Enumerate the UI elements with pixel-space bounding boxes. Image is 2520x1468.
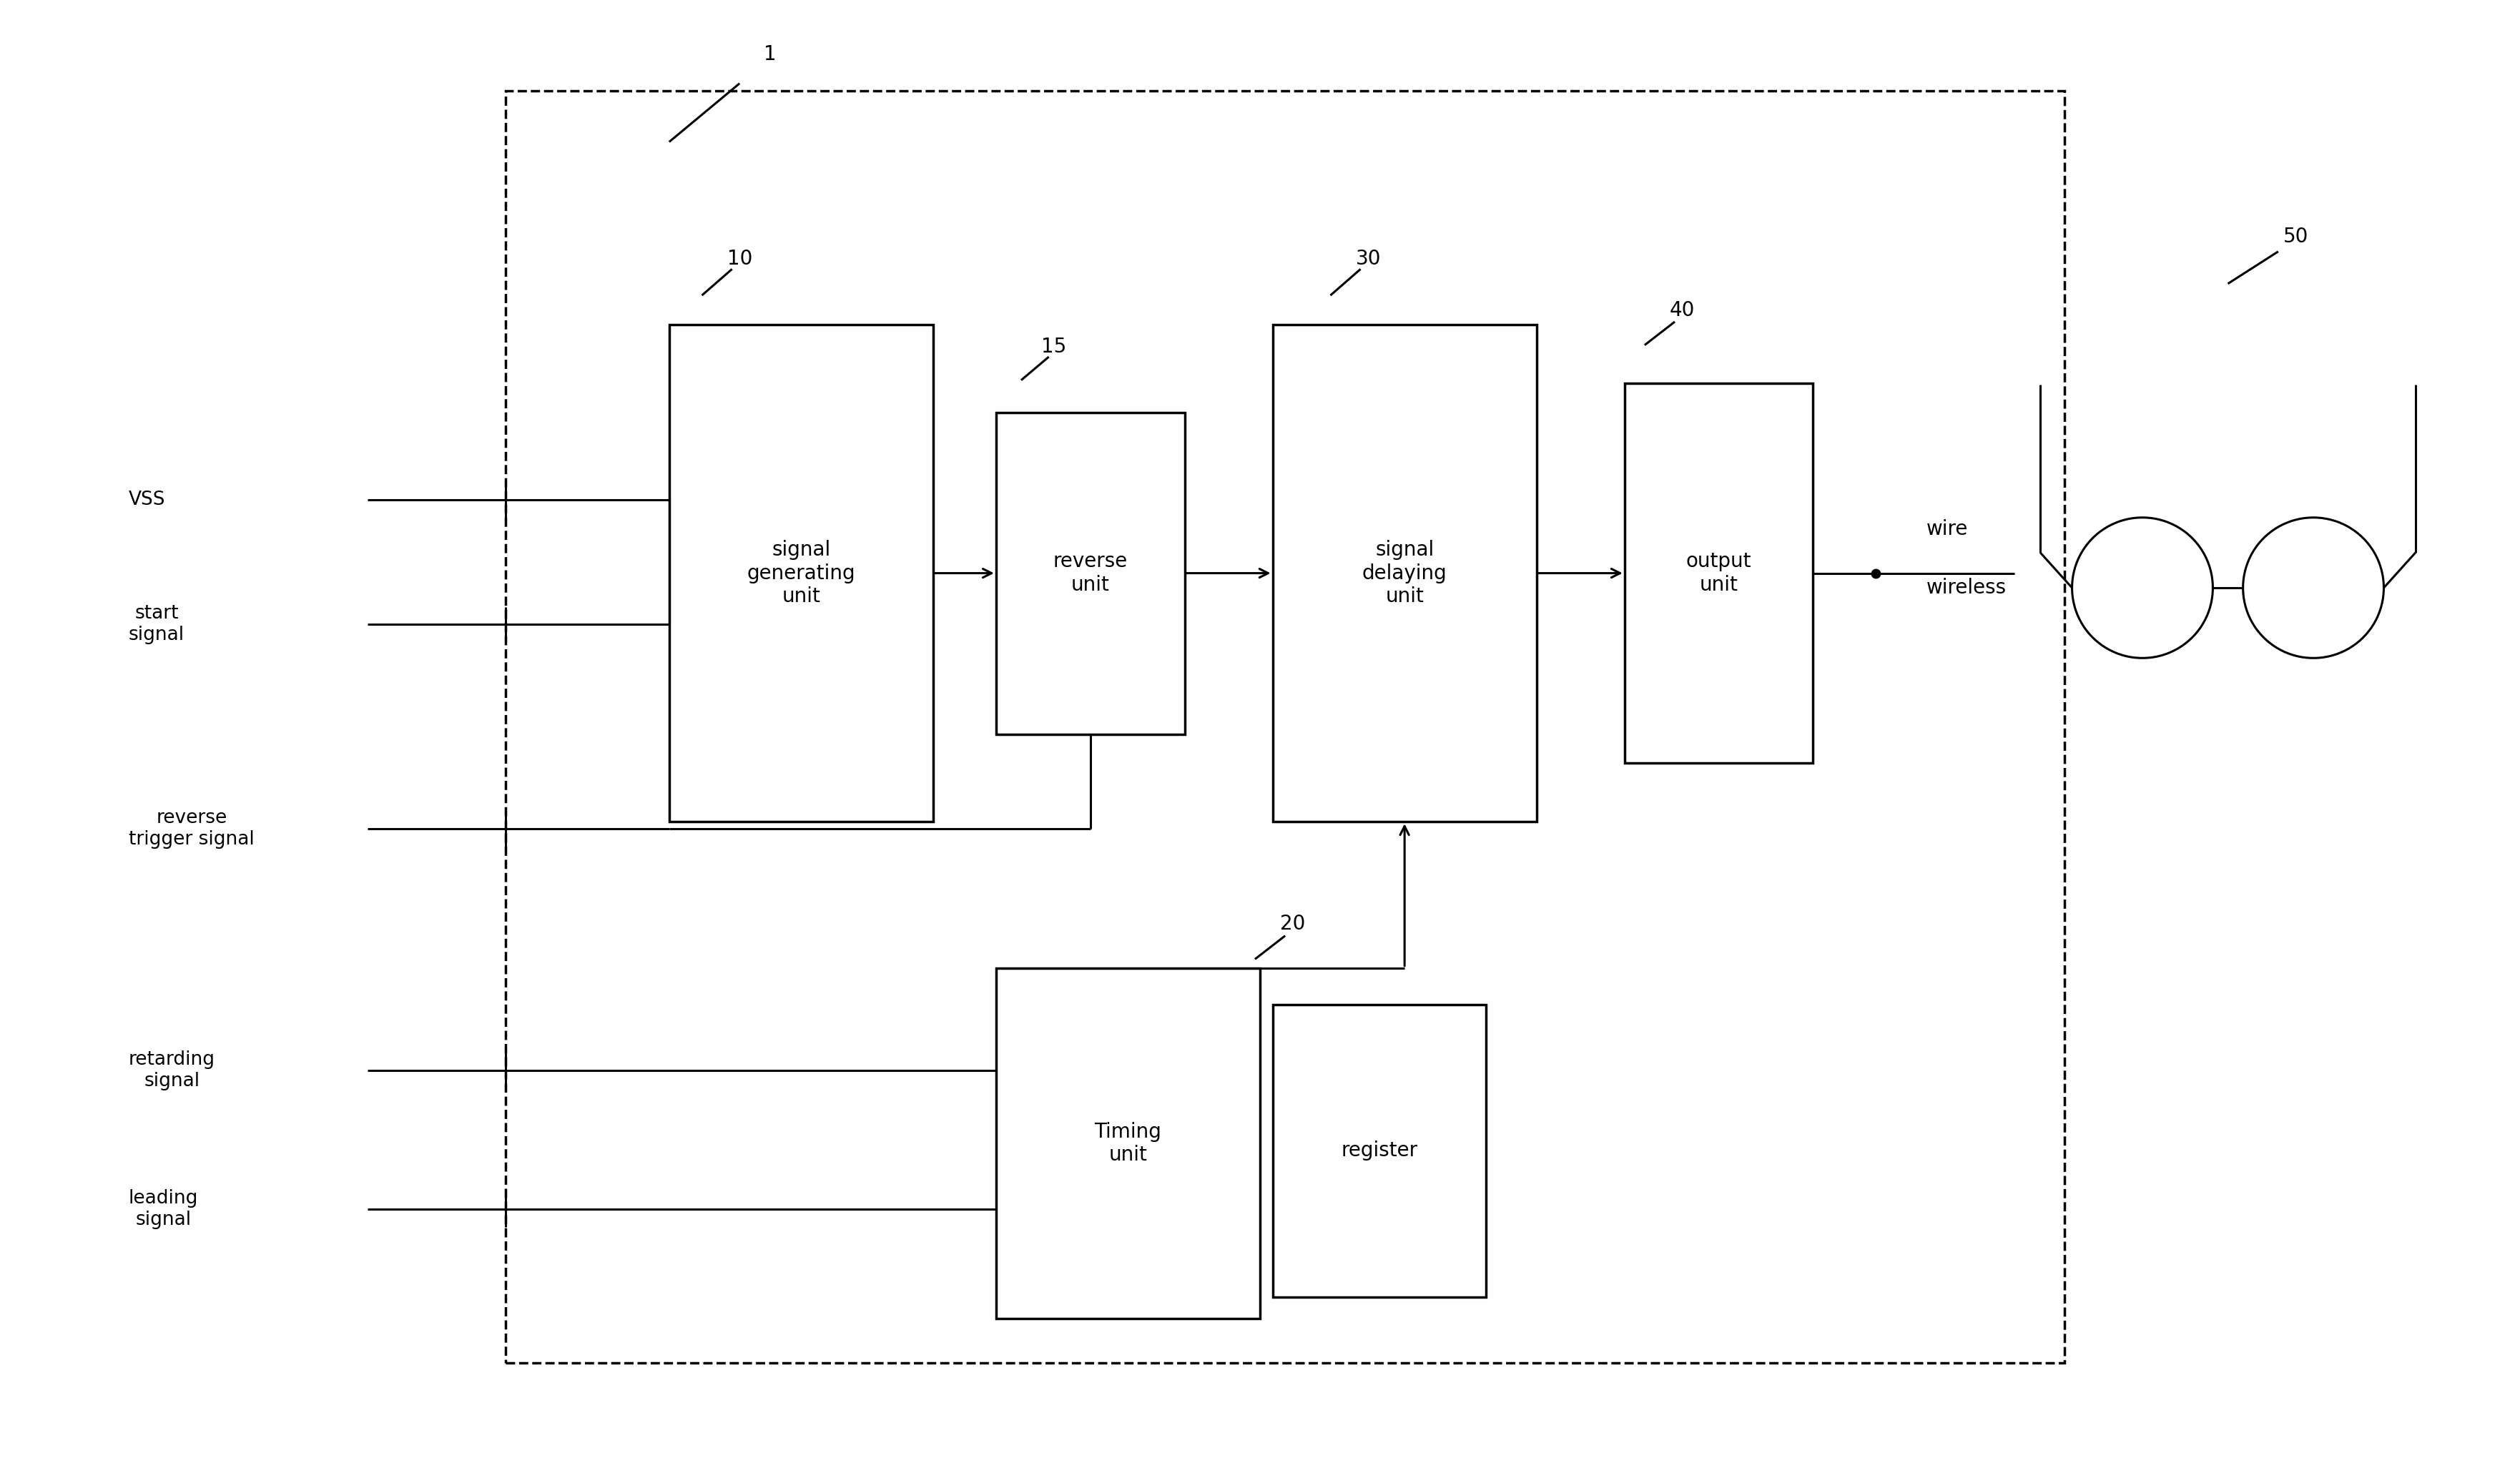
Text: VSS: VSS	[129, 490, 166, 509]
Text: 20: 20	[1280, 915, 1305, 934]
Text: Timing
unit: Timing unit	[1094, 1122, 1162, 1166]
Bar	[995, 967, 1260, 1318]
Text: 30: 30	[1356, 248, 1381, 269]
Text: 40: 40	[1671, 299, 1696, 320]
Text: reverse
unit: reverse unit	[1053, 552, 1126, 595]
Text: 10: 10	[726, 248, 753, 269]
Bar	[507, 91, 2064, 1362]
Text: wire: wire	[1925, 520, 1968, 539]
Bar	[1625, 383, 1812, 763]
Text: leading
signal: leading signal	[129, 1189, 199, 1229]
Text: 15: 15	[1041, 336, 1066, 357]
Bar	[1273, 1004, 1487, 1296]
Bar	[1273, 324, 1537, 822]
Text: start
signal: start signal	[129, 605, 184, 644]
Text: 50: 50	[2283, 228, 2308, 247]
Text: output
unit: output unit	[1686, 552, 1751, 595]
Text: register: register	[1341, 1141, 1419, 1161]
Bar	[670, 324, 932, 822]
Text: signal
delaying
unit: signal delaying unit	[1363, 540, 1446, 606]
Text: retarding
signal: retarding signal	[129, 1050, 214, 1091]
Bar	[995, 413, 1184, 734]
Text: wireless: wireless	[1925, 578, 2006, 597]
Text: reverse
trigger signal: reverse trigger signal	[129, 809, 255, 849]
Text: signal
generating
unit: signal generating unit	[746, 540, 854, 606]
Text: 1: 1	[764, 44, 776, 65]
